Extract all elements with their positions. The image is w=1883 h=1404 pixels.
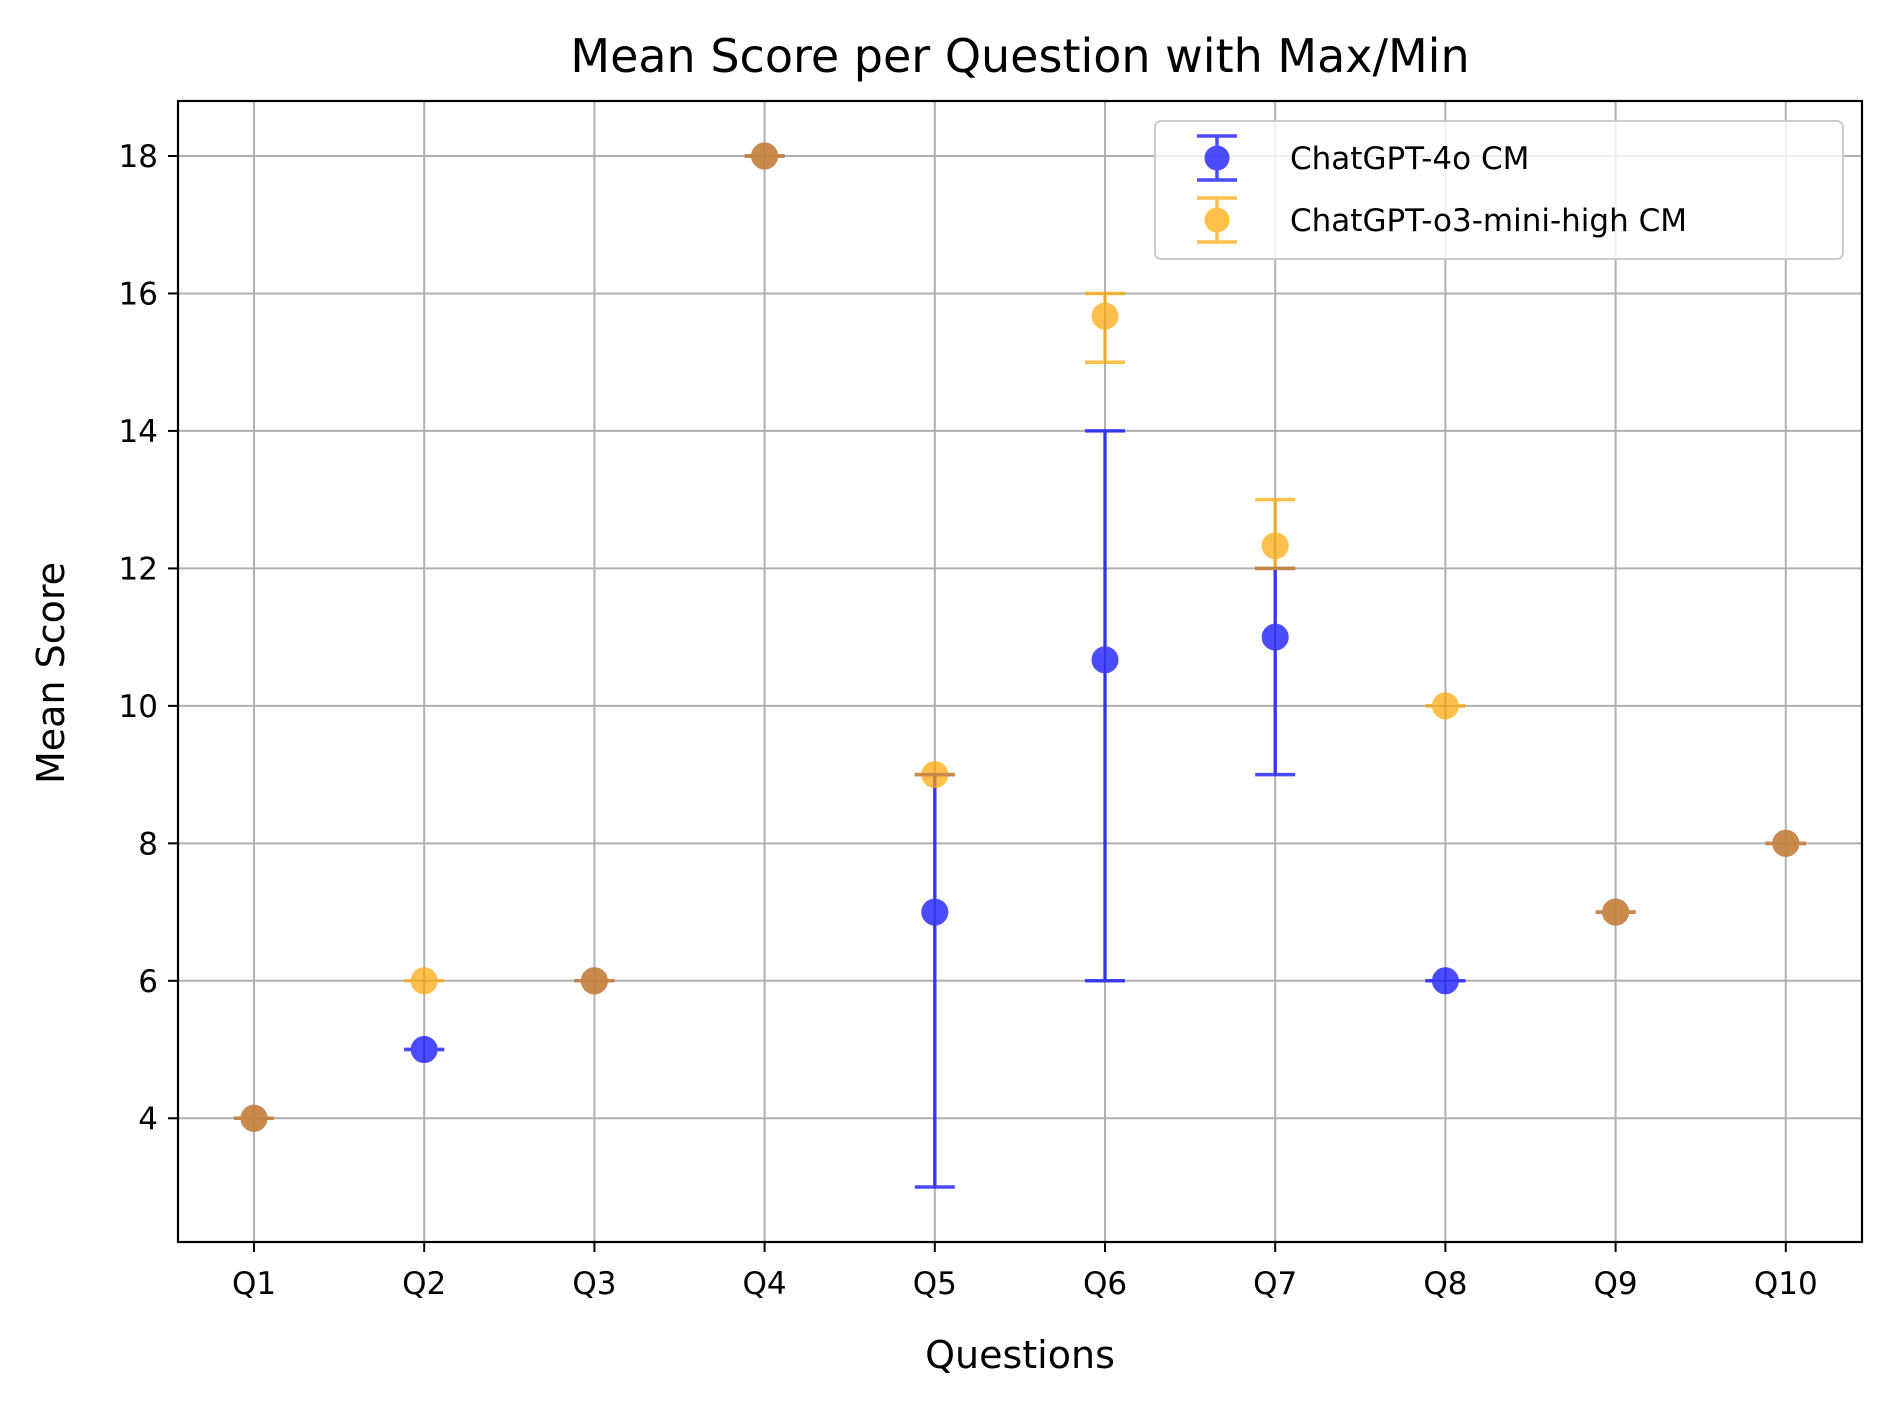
x-tick-label: Q9	[1594, 1266, 1638, 1302]
legend-box	[1154, 120, 1844, 260]
y-tick-label: 16	[119, 276, 158, 312]
x-tick-label: Q2	[402, 1266, 446, 1302]
x-tick-label: Q8	[1423, 1266, 1467, 1302]
series-2	[234, 142, 1806, 1132]
legend: ChatGPT-4o CM ChatGPT-o3-mini-high CM	[1154, 120, 1844, 260]
data-point	[410, 967, 438, 995]
tick-layer: Q1 Q2 Q3 Q4 Q5 Q6 Q7 Q8 Q9 Q10 4 6 8 10 12 14 16 18	[119, 139, 1818, 1302]
x-tick-label: Q5	[913, 1266, 957, 1302]
data-layer	[234, 142, 1806, 1189]
x-tick-label: Q3	[572, 1266, 616, 1302]
legend-marker	[1197, 196, 1237, 244]
x-tick-label: Q4	[743, 1266, 787, 1302]
data-point	[410, 1036, 438, 1064]
chart-title: Mean Score per Question with Max/Min	[570, 29, 1469, 83]
legend-label: ChatGPT-4o CM	[1290, 141, 1529, 177]
data-point	[921, 898, 949, 926]
data-point	[1431, 967, 1459, 995]
legend-label: ChatGPT-o3-mini-high CM	[1290, 203, 1687, 239]
x-tick-label: Q1	[232, 1266, 276, 1302]
data-point	[1772, 829, 1800, 857]
data-point	[240, 1104, 268, 1132]
x-tick-label: Q6	[1083, 1266, 1127, 1302]
y-tick-label: 14	[119, 414, 158, 450]
data-point	[1261, 532, 1289, 560]
data-point	[580, 967, 608, 995]
data-point	[1091, 646, 1119, 674]
grid-layer	[178, 101, 1862, 1242]
x-tick-label: Q10	[1754, 1266, 1818, 1302]
data-point	[1602, 898, 1630, 926]
x-tick-label: Q7	[1253, 1266, 1297, 1302]
legend-marker	[1197, 134, 1237, 182]
legend-point	[1204, 207, 1230, 233]
y-tick-label: 18	[119, 139, 158, 175]
plot-frame	[176, 99, 1864, 1244]
data-point	[1431, 692, 1459, 720]
y-tick-label: 6	[138, 964, 158, 1000]
y-tick-label: 10	[119, 689, 158, 725]
x-axis-label: Questions	[925, 1333, 1115, 1377]
y-tick-label: 8	[138, 826, 158, 862]
data-point	[1091, 302, 1119, 330]
data-point	[751, 142, 779, 170]
data-point	[921, 761, 949, 789]
y-axis-label: Mean Score	[29, 562, 73, 784]
y-tick-label: 12	[119, 551, 158, 587]
y-tick-label: 4	[138, 1101, 158, 1137]
data-point	[1261, 623, 1289, 651]
legend-point	[1204, 145, 1230, 171]
